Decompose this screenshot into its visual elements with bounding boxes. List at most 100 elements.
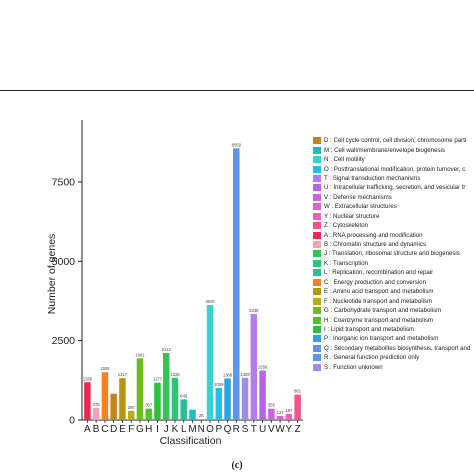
x-tick-label-Q: Q (224, 424, 232, 435)
x-tick-label-D: D (110, 424, 117, 435)
legend-swatch (313, 165, 321, 173)
bar-value-label-J: 2112 (162, 347, 172, 352)
legend-item: I : Lipid transport and metabolism (313, 325, 474, 334)
legend-swatch (313, 354, 321, 362)
legend-label: R : General function prediction only (324, 354, 420, 362)
legend-item: D : Cell cycle control, cell division, c… (313, 136, 474, 145)
bar-V (268, 408, 275, 420)
bar-value-label-R: 8559 (232, 142, 242, 147)
bar-A (84, 382, 91, 420)
legend-label: B : Chromatin structure and dynamics (324, 241, 426, 249)
bar-value-label-S: 1328 (240, 372, 250, 377)
x-tick-label-F: F (128, 424, 134, 435)
legend-item: W : Extracellular structures (313, 202, 474, 211)
bar-G (136, 358, 144, 420)
legend-item: Q : Secondary metabolites biosynthesis, … (313, 344, 474, 353)
legend-swatch (313, 269, 321, 277)
legend-item: E : Amino acid transport and metabolism (313, 287, 474, 296)
legend-swatch (313, 316, 321, 324)
x-tick-label-O: O (206, 424, 214, 435)
legend-label: D : Cell cycle control, cell division, c… (324, 137, 467, 145)
x-tick-label-Y: Y (286, 424, 293, 435)
legend-label: C : Energy production and conversion (324, 278, 426, 286)
legend-item: P : Inorganic ion transport and metaboli… (313, 334, 474, 343)
y-axis-title: Number of genes (46, 234, 58, 315)
bar-J (162, 352, 170, 420)
x-tick-label-I: I (156, 424, 159, 435)
bar-W (276, 415, 284, 420)
x-tick-label-Z: Z (295, 424, 301, 435)
x-tick-label-V: V (268, 424, 275, 435)
legend-label: M : Cell wall/membrane/envelope biogenes… (324, 146, 445, 154)
legend-label: L : Replication, recombination and repai… (324, 269, 434, 277)
x-tick-label-T: T (251, 424, 257, 435)
bar-value-label-Y: 187 (285, 408, 293, 413)
legend-swatch (313, 146, 321, 154)
legend-item: V : Defense mechanisms (313, 193, 474, 202)
x-tick-label-W: W (275, 424, 285, 435)
bar-value-label-T: 3338 (249, 308, 259, 313)
legend-item: H : Coenzyme transport and metabolism (313, 315, 474, 324)
legend-label: T : Signal transduction mechanisms (324, 174, 421, 182)
x-tick-label-B: B (93, 424, 100, 435)
legend-label: J : Translation, ribosomal structure and… (324, 250, 460, 258)
legend-label: K : Transcription (324, 259, 369, 267)
legend-item: L : Replication, recombination and repai… (313, 268, 474, 277)
bar-T (250, 314, 258, 420)
legend-swatch (313, 231, 321, 239)
legend-item: N : Cell motility (313, 155, 474, 164)
bar-value-label-Q: 1308 (223, 372, 233, 377)
y-tick-label: 5000 (52, 256, 76, 268)
bar-value-label-P: 1009 (214, 382, 224, 387)
legend-item: Z : Cytoskeleton (313, 221, 474, 230)
bar-E (119, 378, 126, 420)
x-tick-label-U: U (259, 424, 266, 435)
x-tick-label-L: L (181, 424, 187, 435)
bar-H (145, 408, 152, 420)
bar-S (241, 377, 249, 420)
x-tick-label-R: R (233, 424, 240, 435)
legend-swatch (313, 259, 321, 267)
legend-swatch (313, 193, 321, 201)
x-axis-title: Classification (160, 435, 222, 447)
legend-item: C : Energy production and conversion (313, 278, 474, 287)
bar-value-label-I: 1177 (153, 377, 163, 382)
y-tick-label: 2500 (52, 335, 76, 347)
x-tick-label-K: K (172, 424, 179, 435)
x-tick-label-G: G (136, 424, 144, 435)
legend-label: G : Carbohydrate transport and metabolis… (324, 307, 442, 315)
legend-swatch (313, 325, 321, 333)
bar-O (206, 305, 214, 420)
legend-item: K : Transcription (313, 259, 474, 268)
legend-label: Z : Cytoskeleton (324, 222, 369, 230)
legend-swatch (313, 344, 321, 352)
legend-swatch (313, 307, 321, 315)
bar-value-label-W: 127 (277, 410, 285, 415)
legend-item: A : RNA processing and modification (313, 230, 474, 239)
x-tick-label-A: A (84, 424, 91, 435)
y-tick-label: 0 (69, 415, 75, 427)
bar-F (127, 410, 135, 420)
bar-value-label-Z: 801 (294, 389, 302, 394)
legend-item: S : Function unknown (313, 363, 474, 372)
top-divider-line (0, 90, 474, 91)
bar-Y (285, 414, 293, 420)
legend-item: J : Translation, ribosomal structure and… (313, 249, 474, 258)
bar-Z (294, 394, 301, 420)
legend-swatch (313, 241, 321, 249)
legend-swatch (313, 363, 321, 371)
bar-I (154, 382, 161, 420)
bar-value-label-K: 1328 (170, 372, 180, 377)
x-tick-label-P: P (215, 424, 222, 435)
legend-label: A : RNA processing and modification (324, 231, 423, 239)
legend-label: O : Posttranslational modification, prot… (324, 165, 466, 173)
legend-item: G : Carbohydrate transport and metabolis… (313, 306, 474, 315)
bar-value-label-B: 378 (93, 402, 101, 407)
bar-value-label-L: 649 (180, 393, 188, 398)
legend-item: R : General function prediction only (313, 353, 474, 362)
bar-value-label-O: 3620 (205, 299, 215, 304)
legend-label: P : Inorganic ion transport and metaboli… (324, 335, 439, 343)
bar-N (198, 419, 205, 420)
legend-label: I : Lipid transport and metabolism (324, 325, 415, 333)
